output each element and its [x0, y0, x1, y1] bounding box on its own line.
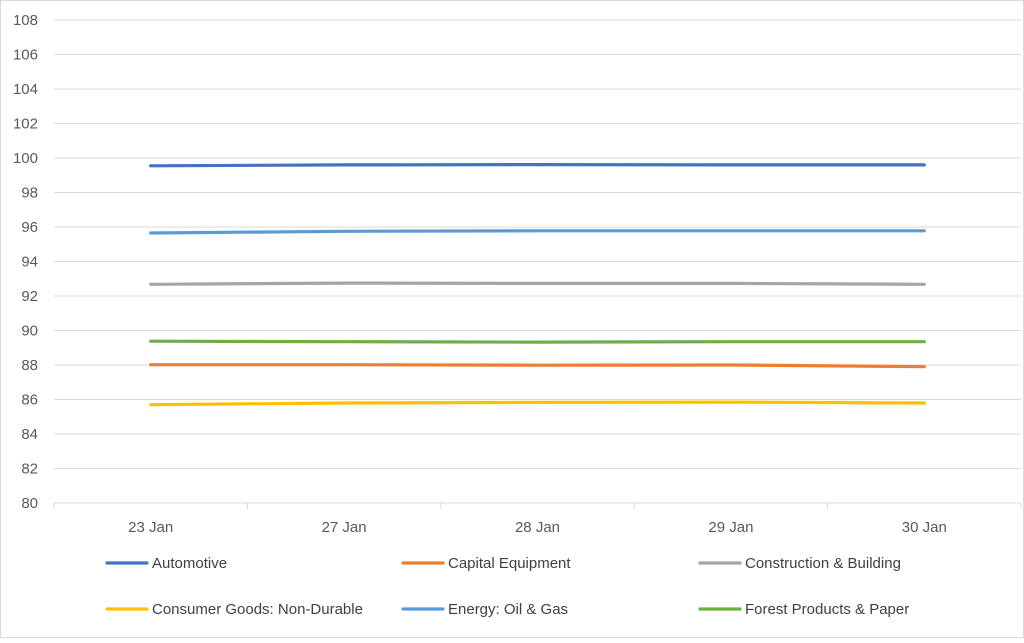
series-line-0: [149, 163, 926, 168]
y-axis: 80 82 84 86 88 90 92 94 96 98 100 102 104 106 108: [13, 12, 38, 512]
series-line-1: [149, 363, 926, 369]
y-tick-label: 80: [21, 495, 38, 512]
legend-label: Energy: Oil & Gas: [448, 601, 568, 618]
x-axis: 23 Jan 27 Jan 28 Jan 29 Jan 30 Jan: [53, 502, 1022, 536]
legend-label: Capital Equipment: [448, 555, 571, 572]
x-tick-label: 29 Jan: [708, 519, 753, 536]
y-tick-label: 106: [13, 47, 38, 64]
legend-label: Forest Products & Paper: [745, 601, 909, 618]
gridlines: [54, 19, 1021, 469]
series-lines: [149, 163, 926, 407]
x-tick-label: 23 Jan: [128, 519, 173, 536]
legend-label: Construction & Building: [745, 555, 901, 572]
legend-label: Automotive: [152, 555, 227, 572]
y-tick-label: 88: [21, 357, 38, 374]
series-line-2: [149, 281, 926, 286]
y-tick-label: 94: [21, 254, 38, 271]
y-tick-label: 84: [21, 426, 38, 443]
y-tick-label: 104: [13, 81, 38, 98]
series-line-3: [149, 400, 926, 407]
y-tick-label: 96: [21, 219, 38, 236]
x-tick-label: 28 Jan: [515, 519, 560, 536]
y-tick-label: 90: [21, 323, 38, 340]
legend: Automotive Capital Equipment Construction …: [105, 555, 909, 618]
x-tick-label: 30 Jan: [902, 519, 947, 536]
y-tick-label: 102: [13, 116, 38, 133]
y-tick-label: 108: [13, 12, 38, 29]
legend-label: Consumer Goods: Non-Durable: [152, 601, 363, 618]
y-tick-label: 92: [21, 288, 38, 305]
series-line-5: [149, 339, 926, 344]
y-tick-label: 86: [21, 392, 38, 409]
series-line-4: [149, 229, 926, 235]
y-tick-label: 98: [21, 185, 38, 202]
y-tick-label: 100: [13, 150, 38, 167]
x-tick-label: 27 Jan: [322, 519, 367, 536]
y-tick-label: 82: [21, 461, 38, 478]
